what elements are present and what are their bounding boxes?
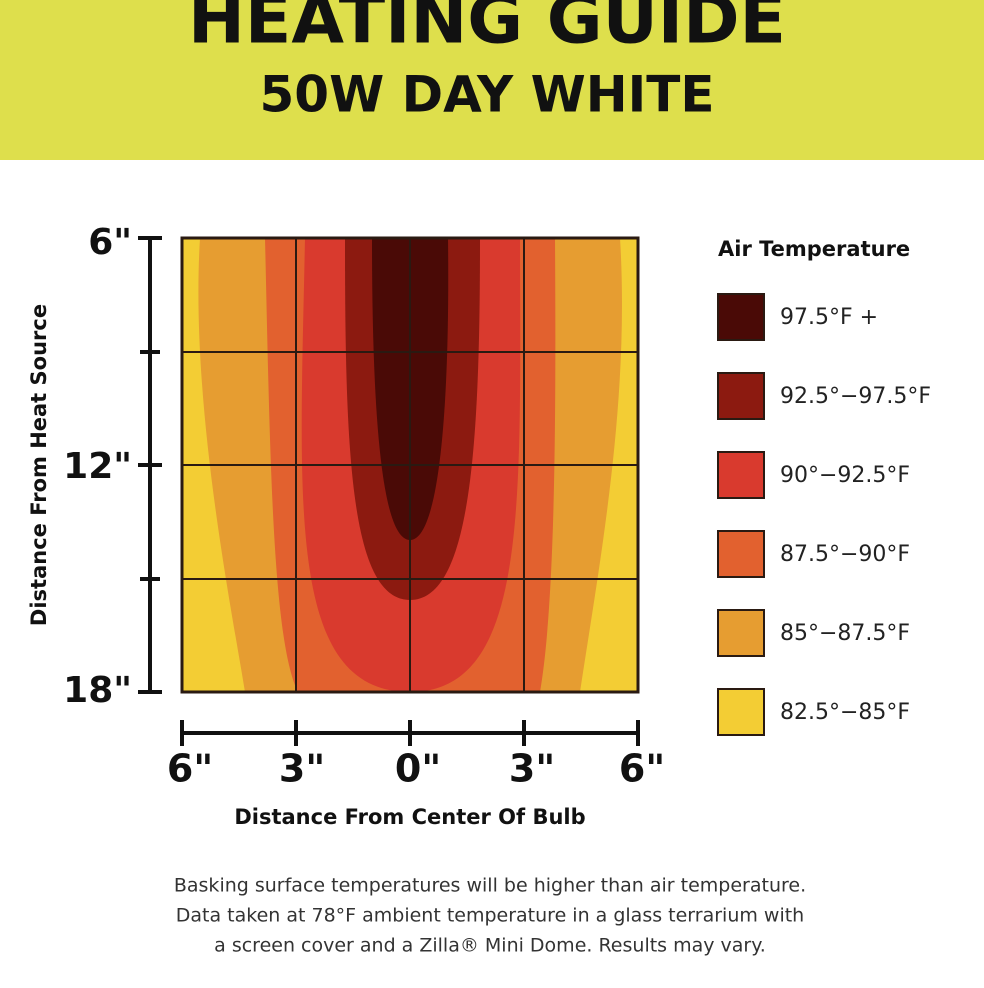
legend-swatch xyxy=(717,293,765,341)
legend: 97.5°F + 92.5°−97.5°F 90°−92.5°F 87.5°−90°F… xyxy=(717,293,931,736)
x-axis xyxy=(180,720,640,746)
y-tick-label: 6" xyxy=(88,222,132,263)
x-axis-label: Distance From Center Of Bulb xyxy=(234,805,585,829)
title: HEATING GUIDE xyxy=(188,0,786,60)
x-tick-label: 3" xyxy=(279,747,325,791)
footnote: Basking surface temperatures will be hig… xyxy=(174,875,806,897)
y-axis-label: Distance From Heat Source xyxy=(27,304,51,626)
y-tick-label: 18" xyxy=(63,670,132,711)
legend-label: 90°−92.5°F xyxy=(780,463,910,488)
header-band xyxy=(0,0,984,160)
footnote: a screen cover and a Zilla® Mini Dome. R… xyxy=(214,935,766,957)
legend-label: 87.5°−90°F xyxy=(780,542,910,567)
legend-label: 92.5°−97.5°F xyxy=(780,384,931,409)
legend-title: Air Temperature xyxy=(718,237,910,261)
legend-label: 97.5°F + xyxy=(780,305,878,330)
plot-border xyxy=(180,236,640,694)
x-tick-label: 0" xyxy=(395,747,441,791)
legend-swatch xyxy=(717,688,765,736)
y-axis xyxy=(138,236,162,694)
x-tick-label: 6" xyxy=(167,747,213,791)
subtitle: 50W DAY WHITE xyxy=(259,66,714,124)
legend-swatch xyxy=(717,372,765,420)
legend-label: 82.5°−85°F xyxy=(780,700,910,725)
x-tick-label: 6" xyxy=(619,747,665,791)
y-tick-label: 12" xyxy=(63,446,132,487)
legend-label: 85°−87.5°F xyxy=(780,621,910,646)
legend-swatch xyxy=(717,609,765,657)
x-tick-label: 3" xyxy=(509,747,555,791)
legend-swatch xyxy=(717,451,765,499)
legend-swatch xyxy=(717,530,765,578)
grid xyxy=(182,238,638,692)
footnote: Data taken at 78°F ambient temperature i… xyxy=(176,905,804,927)
